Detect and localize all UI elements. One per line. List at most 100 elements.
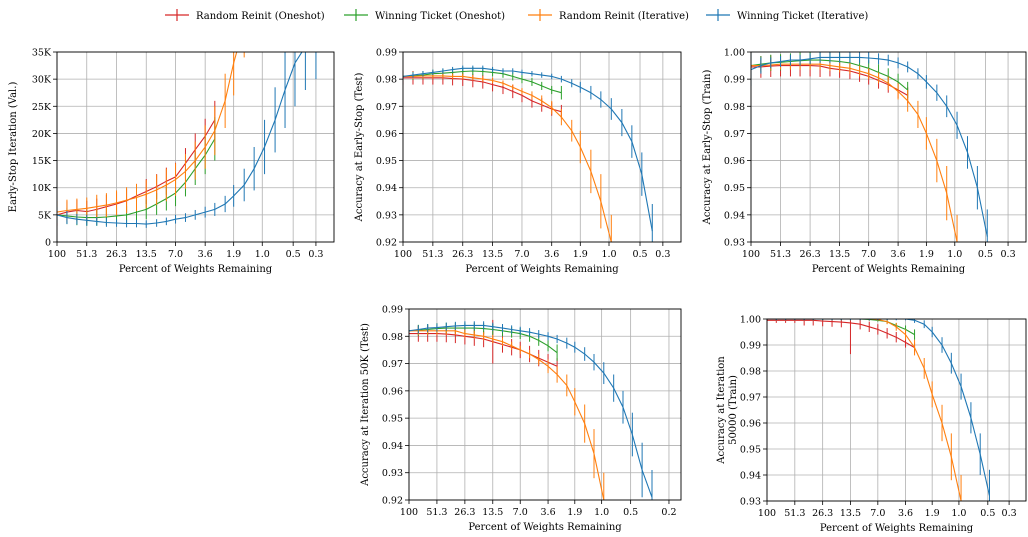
x-tick-label: 3.6 [898,508,913,519]
y-tick-label: 0.97 [740,393,761,404]
y-tick-label: 0.93 [740,497,761,508]
y-tick-label: 15K [32,156,52,167]
y-axis-label: Accuracy at Iteration50000 (Train) [716,356,739,465]
y-tick-label: 0.94 [376,183,397,194]
x-axis-label: Percent of Weights Remaining [465,264,619,275]
x-tick-label: 3.6 [198,249,213,260]
x-tick-label: 7.0 [168,249,183,260]
y-tick-label: 10K [32,183,52,194]
x-tick-label: 1.0 [594,507,609,518]
legend: Random Reinit (Oneshot) Winning Ticket (… [0,0,1028,30]
y-tick-label: 0.93 [382,468,403,479]
y-tick-label: 0 [45,238,51,249]
x-tick-label: 26.3 [800,249,821,260]
series-line-4 [403,67,653,232]
x-tick-label: 1.9 [573,249,588,260]
x-tick-label: 0.5 [632,249,647,260]
series-group [409,319,653,500]
axes-frame [402,51,682,243]
y-tick-label: 35K [32,48,52,59]
x-tick-label: 26.3 [106,249,127,260]
legend-item-winning-ticket-oneshot: Winning Ticket (Oneshot) [344,9,505,22]
x-tick-label: 0.3 [655,249,670,260]
y-tick-label: 0.95 [376,156,397,167]
x-axis-label: Percent of Weights Remaining [468,522,622,533]
x-tick-label: 13.5 [482,507,503,518]
y-tick-label: 20K [32,129,52,140]
x-tick-label: 1.9 [919,249,934,260]
y-tick-label: 0.93 [376,210,397,221]
y-tick-label: 0.98 [382,332,403,343]
series-group [57,52,317,228]
x-tick-label: 13.5 [829,249,850,260]
series-line-2 [767,319,915,336]
legend-label: Random Reinit (Oneshot) [196,11,325,22]
series-line-3 [409,330,605,500]
y-tick-label: 25K [32,102,52,113]
x-tick-label: 51.3 [426,507,447,518]
y-tick-label: 0.96 [740,419,761,430]
x-tick-label: 100 [400,507,418,518]
x-tick-label: 1.0 [947,249,962,260]
x-tick-label: 51.3 [76,249,97,260]
x-tick-label: 3.6 [891,249,906,260]
y-tick-label: 0.92 [376,238,397,249]
x-tick-label: 100 [48,249,66,260]
x-tick-label: 26.3 [452,249,473,260]
y-tick-label: 0.98 [376,75,397,86]
y-axis-label: Accuracy at Early-Stop (Train) [702,70,713,226]
x-tick-label: 26.3 [454,507,475,518]
y-tick-label: 0.99 [740,341,761,352]
x-tick-label: 3.6 [541,507,556,518]
y-axis-label: Early-Stop Iteration (Val.) [8,82,19,213]
x-tick-label: 7.0 [870,508,885,519]
series-line-4 [57,52,303,225]
x-tick-label: 0.3 [1001,249,1016,260]
y-tick-label: 0.97 [724,129,745,140]
x-axis-label: Percent of Weights Remaining [820,523,974,534]
series-line-3 [751,63,958,242]
axes-frame [408,308,682,501]
x-tick-label: 0.3 [308,249,323,260]
x-tick-label: 1.9 [226,249,241,260]
y-tick-label: 0.93 [724,238,745,249]
x-tick-label: 7.0 [513,507,528,518]
y-tick-label: 1.00 [724,48,745,59]
x-tick-label: 1.0 [255,249,270,260]
x-tick-label: 1.9 [925,508,940,519]
y-tick-label: 0.95 [740,445,761,456]
axes-frame [56,51,335,243]
x-tick-label: 7.0 [861,249,876,260]
x-tick-label: 7.0 [514,249,529,260]
chart-panel-2: 100 51.3 26.3 13.5 7.0 3.6 1.9 1.0 0.5 0.3 0.92 0.9… [354,48,682,275]
x-tick-label: 100 [758,508,776,519]
y-tick-label: 0.97 [376,102,397,113]
x-tick-label: 0.5 [623,507,638,518]
y-tick-label: 0.96 [724,156,745,167]
x-tick-label: 13.5 [840,508,861,519]
y-tick-label: 1.00 [740,315,761,326]
y-tick-label: 0.95 [382,414,403,425]
y-tick-label: 0.97 [382,359,403,370]
y-tick-label: 0.94 [382,441,403,452]
y-tick-label: 0.98 [740,367,761,378]
y-axis-label: Accuracy at Early-Stop (Test) [354,73,365,223]
y-tick-label: 0.99 [382,305,403,316]
y-tick-label: 0.94 [740,471,761,482]
series-line-3 [767,319,962,501]
axes-frame [750,51,1027,243]
legend-item-random-reinit-oneshot: Random Reinit (Oneshot) [165,9,325,22]
axes-frame [766,318,1027,502]
series-line-3 [403,75,612,242]
x-tick-label: 100 [742,249,760,260]
y-tick-label: 0.92 [382,496,403,507]
y-tick-label: 0.96 [382,386,403,397]
series-group [751,52,988,242]
series-line-1 [57,119,216,216]
series-line-4 [409,324,653,498]
x-tick-label: 1.9 [567,507,582,518]
legend-svg: Random Reinit (Oneshot) Winning Ticket (… [165,9,868,22]
series-group [403,65,653,242]
